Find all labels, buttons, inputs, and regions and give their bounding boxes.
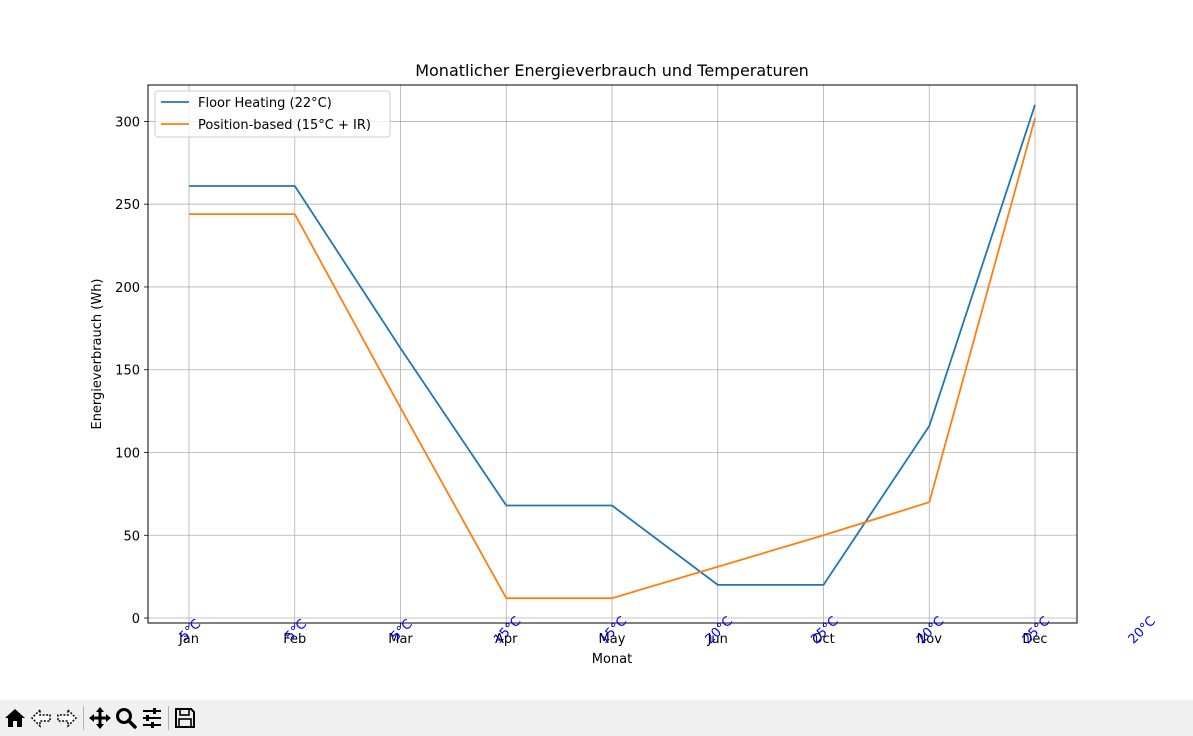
temperature-annotations: 5°C 5°C 5°C 15°C 15°C 20°C 25°C 20°C 25°C 20°C [177,614,1159,647]
x-tick-label: Apr [495,632,518,647]
x-tick-label: May [599,632,626,647]
y-tick-label: 150 [115,364,140,379]
save-button[interactable] [172,703,198,733]
toolbar [0,700,1193,736]
x-axis-label: Monat [592,652,632,667]
legend-label-floor-heating: Floor Heating (22°C) [198,96,332,111]
x-tick-label: Nov [917,632,943,647]
y-axis-label: Energieverbrauch (Wh) [90,278,105,429]
chart-title: Monatlicher Energieverbrauch und Tempera… [415,61,809,80]
plot-frame [147,84,1078,624]
configure-subplots-icon [143,708,161,728]
x-tick-label: Dec [1022,632,1047,647]
figure: Jan Feb Mar Apr May Jun Oct Nov Dec 0 50 100 150 200 2… [90,61,1159,667]
zoom-icon [116,708,137,729]
legend: Floor Heating (22°C) Position-based (15°… [154,90,391,138]
series-lines [189,104,1036,600]
temperature-label: 20°C [1126,614,1159,647]
series-line-floor-heating [189,104,1036,586]
x-tick-label: Jan [178,632,199,647]
x-tick-label: Jun [707,632,728,647]
x-tick-label: Mar [388,632,413,647]
pan-icon [89,707,111,729]
legend-box [154,90,391,138]
y-tick-label: 200 [115,281,140,296]
home-icon [5,709,25,727]
home-button[interactable] [2,703,28,733]
y-tick-label: 300 [115,115,140,130]
save-icon [175,708,195,728]
pan-button[interactable] [87,703,113,733]
y-tick-label: 50 [123,529,140,544]
back-icon [30,708,51,728]
x-tick-label: Feb [283,632,306,647]
chart: Jan Feb Mar Apr May Jun Oct Nov Dec 0 50 100 150 200 2… [90,61,1159,667]
forward-button[interactable] [54,703,80,733]
forward-icon [57,708,78,728]
legend-label-position-based: Position-based (15°C + IR) [198,118,371,133]
back-button[interactable] [28,703,54,733]
configure-subplots-button[interactable] [139,703,165,733]
zoom-button[interactable] [113,703,139,733]
series-line-position-based [189,117,1036,600]
grid [148,85,1077,623]
y-tick-label: 250 [115,198,140,213]
toolbar-separator [168,706,169,730]
y-tick-label: 100 [115,446,140,461]
ticks: Jan Feb Mar Apr May Jun Oct Nov Dec 0 50 100 150 200 2… [115,115,1047,647]
y-tick-label: 0 [132,612,140,627]
toolbar-separator [83,706,84,730]
x-tick-label: Oct [812,632,834,647]
